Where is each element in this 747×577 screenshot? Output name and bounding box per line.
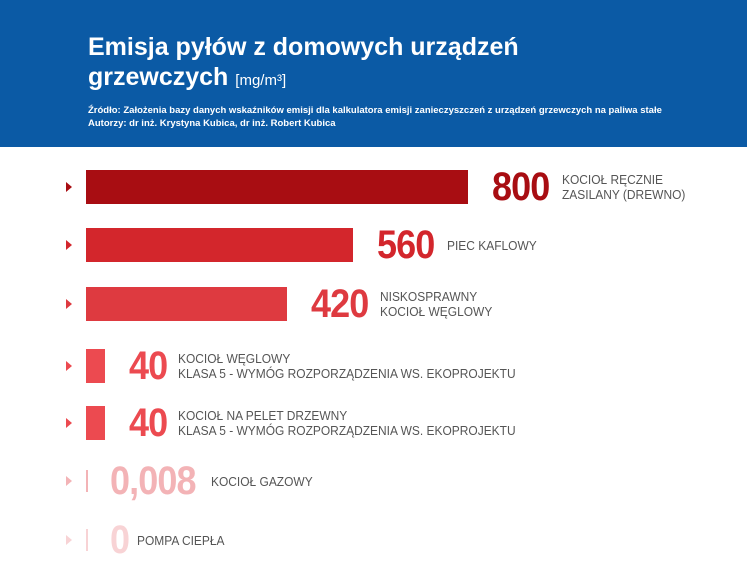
value-label: 0,008 [110,458,196,503]
unit: [mg/m³] [235,72,287,89]
bar-row: 0,008 KOCIOŁ GAZOWY [66,458,322,503]
category-label: KOCIOŁ RĘCZNIE ZASILANY (DREWNO) [561,172,686,202]
bar-start [86,470,88,492]
bar [86,349,106,383]
category-label: KOCIOŁ GAZOWY [211,473,313,489]
value-label: 420 [310,281,369,326]
bar-track [86,170,468,204]
bar-row: 40 KOCIOŁ WĘGLOWY KLASA 5 - WYMÓG ROZPORZ… [66,343,545,388]
category-label: PIEC KAFLOWY [447,237,537,253]
value-label: 0 [110,517,130,562]
bar [86,287,287,321]
bar [86,170,468,204]
bar-start [86,176,88,198]
bar-row: 560 PIEC KAFLOWY [66,222,545,267]
bar [86,406,106,440]
bar-row: 800 KOCIOŁ RĘCZNIE ZASILANY (DREWNO) [66,164,696,209]
title-text: Emisja pyłów z domowych urządzeń grzewcz… [88,33,519,91]
marker [66,418,72,428]
value-label: 800 [492,164,550,209]
marker [66,476,72,486]
bar-track [86,406,106,440]
source: Źródło: Założenia bazy danych wskaźników… [88,104,662,130]
value-label: 40 [129,400,168,445]
category-label: NISKOSPRAWNY KOCIOŁ WĘGLOWY [380,289,493,319]
marker [66,535,72,545]
bar-row: 0 POMPA CIEPŁA [66,517,232,562]
source-text: Źródło: Założenia bazy danych wskaźników… [88,105,662,116]
bar [86,228,354,262]
marker [66,240,72,250]
bar-start [86,355,88,377]
marker [66,182,72,192]
category-label: POMPA CIEPŁA [137,532,225,548]
bar-start [86,293,88,315]
bar-row: 40 KOCIOŁ NA PELET DRZEWNY KLASA 5 - WYMÓ… [66,400,545,445]
value-label: 40 [129,343,168,388]
value-label: 560 [377,222,435,267]
bar-start [86,412,88,434]
bar-track [86,228,354,262]
category-label: KOCIOŁ WĘGLOWY KLASA 5 - WYMÓG ROZPORZĄD… [177,351,516,381]
bar-track [86,287,287,321]
bar-start [86,529,88,551]
marker [66,299,72,309]
marker [66,361,72,371]
authors: Autorzy: dr inż. Krystyna Kubica, dr inż… [88,118,336,129]
chart-title: Emisja pyłów z domowych urządzeń grzewcz… [88,32,548,96]
bar-start [86,234,88,256]
header: Emisja pyłów z domowych urządzeń grzewcz… [0,0,747,147]
bar-row: 420 NISKOSPRAWNY KOCIOŁ WĘGLOWY [66,281,502,326]
bar-track [86,349,106,383]
category-label: KOCIOŁ NA PELET DRZEWNY KLASA 5 - WYMÓG … [177,408,516,438]
